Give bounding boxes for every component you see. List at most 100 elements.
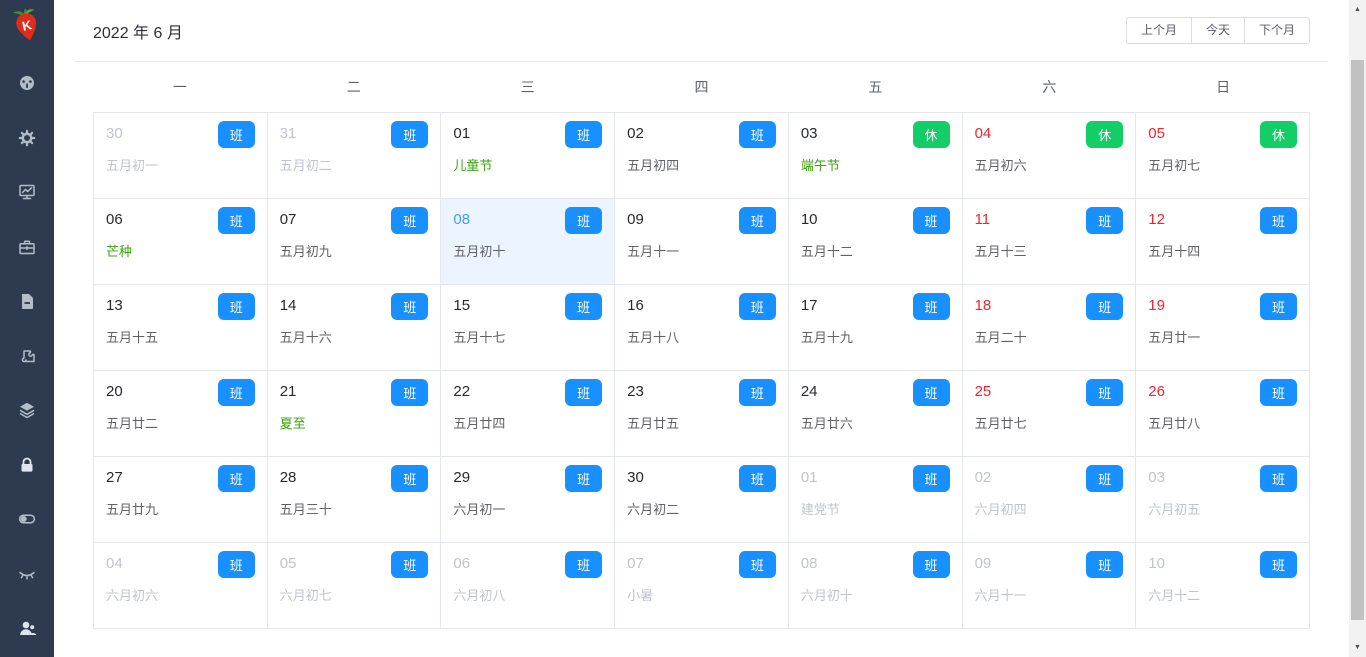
calendar-cell[interactable]: 21 班夏至 xyxy=(267,371,442,457)
sidebar-item-security[interactable] xyxy=(0,438,54,493)
calendar-cell[interactable]: 24 班五月廿六 xyxy=(788,371,963,457)
calendar-cell[interactable]: 28 班五月三十 xyxy=(267,457,442,543)
cell-lunar-label: 五月廿二 xyxy=(106,416,159,431)
cell-date: 12 xyxy=(1148,211,1165,228)
sidebar-item-documents[interactable] xyxy=(0,274,54,329)
work-day-badge: 班 xyxy=(1086,207,1124,234)
vertical-scrollbar[interactable]: ▲ ▼ xyxy=(1349,0,1366,657)
calendar-cell[interactable]: 20 班五月廿二 xyxy=(94,371,268,457)
calendar-cell[interactable]: 26 班五月廿八 xyxy=(1136,371,1310,457)
cell-date: 07 xyxy=(627,555,644,572)
sidebar-item-projects[interactable] xyxy=(0,220,54,275)
today-button[interactable]: 今天 xyxy=(1190,17,1245,44)
calendar-cell[interactable]: 15 班五月十七 xyxy=(441,285,616,371)
work-day-badge: 班 xyxy=(738,121,776,148)
cell-date: 07 xyxy=(279,211,297,228)
user-icon xyxy=(18,619,37,637)
work-day-badge: 班 xyxy=(391,207,429,234)
calendar-cell[interactable]: 16 班五月十八 xyxy=(615,285,789,371)
calendar-cell[interactable]: 09 班五月十一 xyxy=(615,199,789,285)
calendar-cell[interactable]: 03 班六月初五 xyxy=(1136,457,1310,543)
cell-date: 10 xyxy=(800,211,818,228)
cell-lunar-label: 五月廿七 xyxy=(974,416,1027,431)
calendar-cell[interactable]: 25 班五月廿七 xyxy=(962,371,1137,457)
sidebar-item-layers[interactable] xyxy=(0,383,54,438)
cell-date: 01 xyxy=(453,125,471,142)
calendar-cell[interactable]: 04 休五月初六 xyxy=(962,113,1137,199)
sidebar-item-visibility[interactable] xyxy=(0,547,54,602)
calendar-cell[interactable]: 18 班五月二十 xyxy=(962,285,1137,371)
sidebar-item-dashboard[interactable] xyxy=(0,56,54,111)
cell-lunar-label: 五月廿一 xyxy=(1148,330,1201,345)
calendar-cell[interactable]: 06 班六月初八 xyxy=(441,543,616,629)
cell-date: 13 xyxy=(106,297,123,314)
calendar-cell[interactable]: 08 班六月初十 xyxy=(788,543,963,629)
cell-header: 06 班 xyxy=(106,207,255,234)
sidebar: K xyxy=(0,0,54,657)
calendar-cell[interactable]: 22 班五月廿四 xyxy=(441,371,616,457)
cell-lunar-label: 五月十三 xyxy=(974,244,1027,259)
calendar-cell[interactable]: 19 班五月廿一 xyxy=(1136,285,1310,371)
work-day-badge: 班 xyxy=(1259,293,1297,320)
calendar-cell[interactable]: 17 班五月十九 xyxy=(788,285,963,371)
cell-header: 30 班 xyxy=(627,465,776,492)
calendar-cell[interactable]: 13 班五月十五 xyxy=(94,285,268,371)
weekday-header: 四 xyxy=(694,79,709,95)
calendar-cell[interactable]: 27 班五月廿九 xyxy=(94,457,268,543)
cell-date: 04 xyxy=(974,125,992,142)
cell-header: 29 班 xyxy=(453,465,603,492)
calendar-cell[interactable]: 10 班六月十二 xyxy=(1136,543,1310,629)
calendar-cell-today[interactable]: 08 班五月初十 xyxy=(441,199,616,285)
calendar-cell[interactable]: 03 休端午节 xyxy=(788,113,963,199)
calendar-cell[interactable]: 01 班建党节 xyxy=(788,457,963,543)
calendar-cell[interactable]: 06 班芒种 xyxy=(94,199,268,285)
sidebar-item-settings[interactable] xyxy=(0,111,54,166)
work-day-badge: 班 xyxy=(912,379,950,406)
sidebar-item-user[interactable] xyxy=(0,601,54,656)
cell-header: 01 班 xyxy=(453,121,603,148)
calendar-cell[interactable]: 09 班六月十一 xyxy=(962,543,1137,629)
calendar-cell[interactable]: 01 班儿童节 xyxy=(441,113,616,199)
calendar-cell[interactable]: 02 班六月初四 xyxy=(962,457,1137,543)
calendar-cell[interactable]: 14 班五月十六 xyxy=(267,285,442,371)
calendar-cell[interactable]: 07 班小暑 xyxy=(615,543,789,629)
calendar-cell[interactable]: 30 班六月初二 xyxy=(615,457,789,543)
cell-date: 03 xyxy=(1148,469,1165,486)
cell-lunar-label: 五月廿六 xyxy=(800,416,853,431)
cell-date: 08 xyxy=(453,211,471,228)
sidebar-item-plugins[interactable] xyxy=(0,329,54,384)
calendar-cell[interactable]: 05 休五月初七 xyxy=(1136,113,1310,199)
calendar-cell[interactable]: 29 班六月初一 xyxy=(441,457,616,543)
calendar-cell[interactable]: 23 班五月廿五 xyxy=(615,371,789,457)
scroll-up-arrow-icon[interactable]: ▲ xyxy=(1354,6,1361,13)
next-month-button[interactable]: 下个月 xyxy=(1243,17,1310,44)
cell-date: 16 xyxy=(627,297,644,314)
calendar-cell[interactable]: 05 班六月初七 xyxy=(267,543,442,629)
cell-lunar-label: 五月廿八 xyxy=(1148,416,1201,431)
work-day-badge: 班 xyxy=(1259,207,1297,234)
calendar-cell[interactable]: 30 班五月初一 xyxy=(94,113,268,199)
scrollbar-thumb[interactable] xyxy=(1351,60,1364,620)
cell-festival-label: 端午节 xyxy=(800,158,840,173)
sidebar-item-switches[interactable] xyxy=(0,492,54,547)
sidebar-item-monitor[interactable] xyxy=(0,165,54,220)
cell-lunar-label: 六月初七 xyxy=(279,588,332,603)
calendar-cell[interactable]: 04 班六月初六 xyxy=(94,543,268,629)
calendar-cell[interactable]: 11 班五月十三 xyxy=(962,199,1137,285)
calendar-cell[interactable]: 31 班五月初二 xyxy=(267,113,442,199)
calendar-cell[interactable]: 02 班五月初四 xyxy=(615,113,789,199)
weekday-header: 五 xyxy=(868,79,883,95)
work-day-badge: 班 xyxy=(1086,465,1124,492)
scroll-down-arrow-icon[interactable]: ▼ xyxy=(1354,644,1361,651)
prev-month-button[interactable]: 上个月 xyxy=(1125,17,1192,44)
cell-lunar-label: 五月初九 xyxy=(279,244,332,259)
cell-header: 22 班 xyxy=(453,379,603,406)
cell-header: 21 班 xyxy=(280,379,429,406)
cell-date: 22 xyxy=(453,383,471,400)
cell-date: 19 xyxy=(1148,297,1165,314)
app-logo[interactable]: K xyxy=(0,0,54,56)
calendar-cell[interactable]: 12 班五月十四 xyxy=(1136,199,1310,285)
calendar-cell[interactable]: 10 班五月十二 xyxy=(788,199,963,285)
cell-lunar-label: 五月十二 xyxy=(800,244,853,259)
calendar-cell[interactable]: 07 班五月初九 xyxy=(267,199,442,285)
